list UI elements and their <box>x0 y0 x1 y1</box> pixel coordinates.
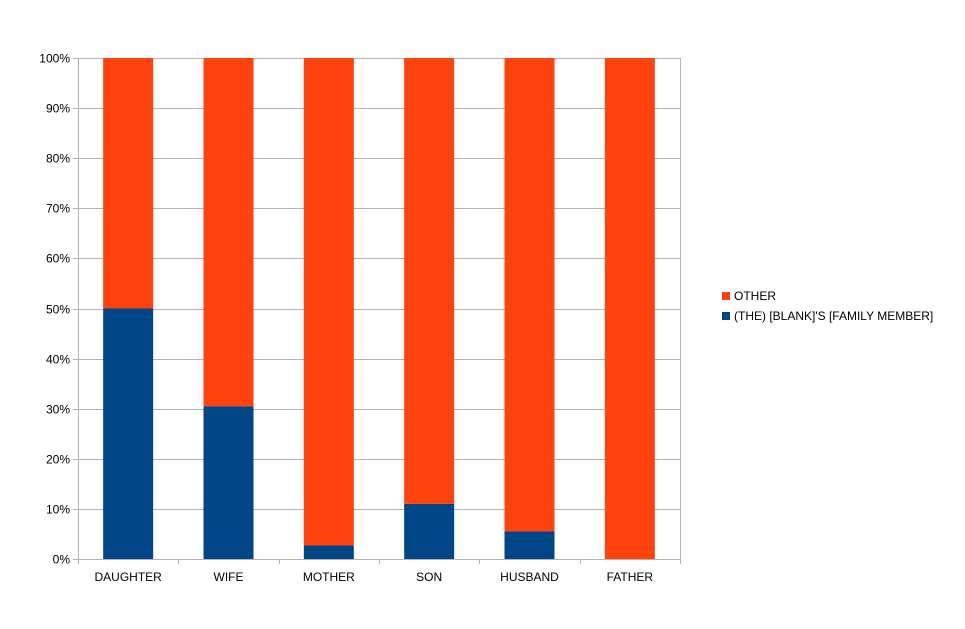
bar-segment-son-other <box>404 58 455 504</box>
legend-label-family-member: (THE) [BLANK]'S [FAMILY MEMBER] <box>734 309 934 323</box>
x-tick-label: MOTHER <box>303 570 355 584</box>
bar-segment-wife-other <box>203 58 254 407</box>
y-tick-label: 70% <box>46 202 70 216</box>
x-tick-label: HUSBAND <box>500 570 559 584</box>
bar-segment-daughter-family-member <box>103 308 154 559</box>
x-tick-label: DAUGHTER <box>94 570 162 584</box>
y-tick-label: 50% <box>46 303 70 317</box>
x-tick-label: FATHER <box>607 570 654 584</box>
legend-item-other: OTHER <box>722 286 933 306</box>
y-axis-ticks: 0% 10% 20% 30% 40% 50% 60% 70% 80% 90% 100% <box>39 52 70 567</box>
legend-swatch-family-member <box>722 312 730 320</box>
x-axis-ticks: DAUGHTER WIFE MOTHER SON HUSBAND FATHER <box>94 570 653 584</box>
x-tick-label: WIFE <box>214 570 244 584</box>
y-tick-label: 100% <box>39 52 70 66</box>
y-tick-label: 40% <box>46 353 70 367</box>
y-tick-label: 0% <box>53 553 71 567</box>
bar-segment-mother-other <box>303 58 354 546</box>
bar-segment-son-family-member <box>404 503 455 559</box>
bar-segment-husband-other <box>504 58 555 532</box>
y-tick-label: 20% <box>46 453 70 467</box>
gridlines <box>73 58 681 564</box>
bar-segment-daughter-other <box>103 58 154 309</box>
y-tick-label: 90% <box>46 102 70 116</box>
bar-segment-husband-family-member <box>504 531 555 559</box>
bars <box>103 58 655 559</box>
y-tick-label: 10% <box>46 503 70 517</box>
legend-label-other: OTHER <box>734 289 776 303</box>
x-tick-label: SON <box>416 570 442 584</box>
legend-swatch-other <box>722 292 730 300</box>
bar-segment-wife-family-member <box>203 406 254 559</box>
y-tick-label: 80% <box>46 152 70 166</box>
legend: OTHER (THE) [BLANK]'S [FAMILY MEMBER] <box>722 286 933 326</box>
bar-segment-mother-family-member <box>303 545 354 559</box>
legend-item-family-member: (THE) [BLANK]'S [FAMILY MEMBER] <box>722 306 933 326</box>
bar-segment-father-other <box>604 58 655 559</box>
y-tick-label: 60% <box>46 252 70 266</box>
y-tick-label: 30% <box>46 403 70 417</box>
